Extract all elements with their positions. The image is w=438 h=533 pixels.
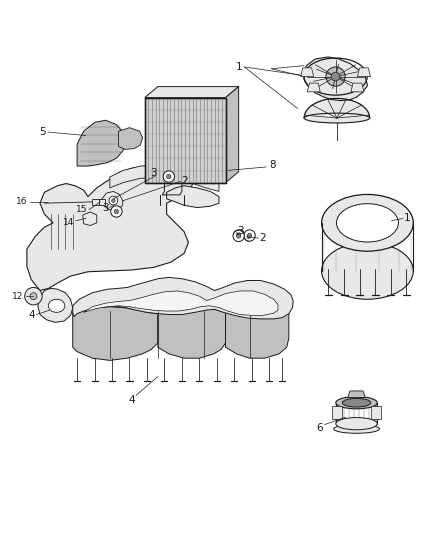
Polygon shape [102, 191, 123, 210]
Polygon shape [99, 199, 106, 205]
Polygon shape [307, 83, 320, 92]
Circle shape [233, 230, 244, 240]
Circle shape [25, 287, 42, 305]
Circle shape [233, 230, 244, 241]
Circle shape [30, 293, 37, 300]
Text: 3: 3 [102, 203, 109, 213]
Polygon shape [110, 165, 219, 191]
Polygon shape [84, 291, 278, 316]
Ellipse shape [334, 425, 379, 433]
Ellipse shape [336, 397, 377, 409]
Circle shape [163, 171, 174, 182]
Polygon shape [119, 128, 143, 149]
Circle shape [114, 209, 119, 214]
Ellipse shape [336, 417, 377, 430]
Circle shape [111, 206, 122, 217]
Polygon shape [304, 99, 370, 118]
Ellipse shape [336, 204, 399, 242]
Text: 12: 12 [11, 292, 23, 301]
Polygon shape [73, 277, 293, 319]
Ellipse shape [321, 243, 413, 299]
Text: 1: 1 [403, 214, 410, 223]
Circle shape [331, 72, 340, 81]
Polygon shape [348, 391, 365, 398]
Text: 16: 16 [16, 197, 28, 206]
Text: 1: 1 [235, 62, 242, 72]
Circle shape [244, 230, 255, 241]
Polygon shape [371, 406, 381, 419]
Text: 2: 2 [259, 233, 266, 243]
Circle shape [244, 232, 253, 241]
Polygon shape [77, 120, 125, 166]
Polygon shape [351, 83, 364, 92]
Text: 2: 2 [181, 176, 187, 187]
Polygon shape [83, 212, 97, 225]
Circle shape [237, 234, 241, 238]
Polygon shape [300, 68, 314, 77]
Circle shape [247, 233, 252, 238]
Text: 3: 3 [237, 225, 244, 236]
Text: 6: 6 [316, 423, 323, 433]
Polygon shape [27, 166, 193, 290]
Polygon shape [92, 199, 99, 205]
Polygon shape [226, 306, 289, 358]
Text: 4: 4 [128, 394, 135, 405]
Text: 3: 3 [150, 168, 157, 177]
Circle shape [237, 233, 241, 237]
Polygon shape [226, 87, 239, 183]
Ellipse shape [321, 195, 413, 251]
Circle shape [112, 199, 115, 203]
Polygon shape [73, 306, 158, 360]
FancyBboxPatch shape [145, 98, 226, 183]
Polygon shape [304, 57, 367, 101]
Circle shape [109, 196, 118, 205]
Polygon shape [158, 306, 226, 358]
Text: 15: 15 [76, 205, 87, 214]
Text: 4: 4 [28, 310, 35, 319]
Polygon shape [166, 185, 219, 207]
Circle shape [326, 67, 345, 86]
Text: 8: 8 [269, 160, 276, 170]
Ellipse shape [48, 299, 65, 312]
Polygon shape [332, 406, 342, 419]
Circle shape [247, 235, 251, 239]
Polygon shape [357, 68, 371, 77]
Polygon shape [38, 288, 73, 322]
Ellipse shape [304, 113, 370, 123]
Text: 5: 5 [39, 127, 46, 137]
Polygon shape [145, 87, 239, 98]
Circle shape [166, 174, 171, 179]
Ellipse shape [343, 398, 371, 407]
Text: 14: 14 [63, 219, 74, 228]
